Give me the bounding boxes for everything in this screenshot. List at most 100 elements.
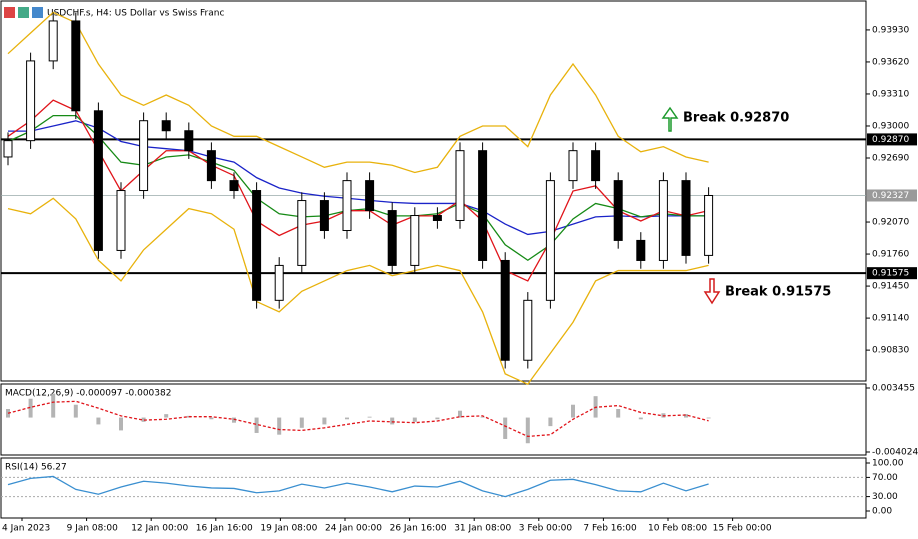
y-tick-label: 0.92070 bbox=[872, 218, 909, 228]
candle-body bbox=[523, 299, 533, 361]
candle-body bbox=[478, 150, 488, 261]
candle-body bbox=[365, 180, 375, 212]
candle-body bbox=[636, 239, 646, 261]
macd-bar bbox=[209, 417, 214, 420]
candle-body bbox=[252, 190, 262, 301]
y-tick-label: 0.93620 bbox=[872, 57, 909, 67]
x-tick-label: 31 Jan 08:00 bbox=[454, 524, 511, 534]
up-arrow bbox=[661, 106, 679, 132]
macd-bar bbox=[616, 409, 621, 418]
price-label-bg bbox=[867, 189, 917, 202]
candle-body bbox=[500, 259, 510, 361]
y-tick-label: 30.00 bbox=[872, 492, 898, 502]
x-tick-label: 15 Feb 00:00 bbox=[713, 524, 772, 534]
y-tick-label: 0.93930 bbox=[872, 25, 909, 35]
candle-body bbox=[387, 210, 397, 266]
candle-body bbox=[48, 20, 58, 62]
macd-bar bbox=[367, 416, 372, 418]
candle-body bbox=[545, 180, 555, 301]
rsi-title: RSI(14) 56.27 bbox=[5, 463, 67, 473]
candle-body bbox=[681, 180, 691, 256]
indicator-line bbox=[7, 197, 709, 386]
candle-body bbox=[591, 150, 601, 182]
macd-bar bbox=[96, 417, 101, 425]
candle-body bbox=[71, 20, 81, 112]
macd-pane bbox=[0, 383, 867, 456]
x-tick-label: 12 Jan 00:00 bbox=[131, 524, 188, 534]
y-tick-label: 0.003455 bbox=[872, 384, 915, 394]
macd-bar bbox=[119, 417, 123, 431]
x-tick-label: 26 Jan 16:00 bbox=[390, 524, 447, 534]
icon[interactable] bbox=[32, 7, 43, 18]
macd-bar bbox=[525, 417, 530, 444]
macd-bar bbox=[277, 417, 282, 435]
y-tick-label: 0.93000 bbox=[872, 121, 909, 131]
macd-bar bbox=[322, 417, 327, 425]
level-label: 0.92870 bbox=[872, 135, 909, 145]
toolbar-icons[interactable] bbox=[4, 7, 43, 18]
macd-bar bbox=[73, 404, 78, 418]
candle-body bbox=[184, 130, 194, 152]
x-tick-label: 24 Jan 00:00 bbox=[325, 524, 382, 534]
indicator-line bbox=[7, 99, 709, 282]
macd-bar bbox=[390, 417, 395, 425]
macd-bar bbox=[706, 417, 711, 419]
macd-bar bbox=[412, 417, 417, 422]
macd-bar bbox=[458, 410, 462, 418]
candle-body bbox=[658, 180, 668, 261]
x-tick-label: 10 Feb 08:00 bbox=[648, 524, 707, 534]
macd-bar bbox=[232, 417, 236, 423]
candle-body bbox=[613, 180, 623, 241]
macd-bar bbox=[51, 393, 56, 418]
annotation: Break 0.91575 bbox=[725, 285, 831, 300]
macd-bar bbox=[435, 417, 440, 420]
y-tick-label: 0.91140 bbox=[872, 314, 909, 324]
macd-bar bbox=[28, 398, 33, 418]
candle-body bbox=[568, 150, 578, 182]
candle-body bbox=[274, 264, 284, 301]
y-tick-label: 0.93310 bbox=[872, 89, 909, 99]
macd-bar bbox=[254, 417, 259, 433]
x-tick-label: 3 Feb 00:00 bbox=[519, 524, 573, 534]
x-tick-label: 7 Feb 16:00 bbox=[583, 524, 637, 534]
candle-body bbox=[319, 200, 329, 232]
y-tick-label: 70.00 bbox=[872, 473, 898, 483]
macd-bar bbox=[141, 417, 146, 422]
candle-body bbox=[432, 215, 442, 221]
x-tick-label: 9 Jan 08:00 bbox=[67, 524, 119, 534]
macd-bar bbox=[571, 404, 575, 418]
candle-body bbox=[3, 140, 13, 158]
level-label-bg bbox=[867, 267, 917, 280]
indicator-line bbox=[7, 115, 709, 262]
candle-body bbox=[26, 60, 36, 142]
candle-body bbox=[139, 120, 149, 192]
macd-bar bbox=[480, 416, 485, 418]
candle-body bbox=[161, 120, 171, 132]
y-tick-label: 0.91450 bbox=[872, 282, 909, 292]
candle-body bbox=[410, 215, 420, 266]
candle-body bbox=[297, 200, 307, 266]
candle-body bbox=[229, 180, 239, 192]
y-tick-label: 0.90830 bbox=[872, 346, 909, 356]
macd-bar bbox=[164, 414, 169, 418]
candle-body bbox=[206, 150, 216, 182]
price-label: 0.92327 bbox=[872, 191, 909, 201]
indicator-line bbox=[7, 11, 709, 174]
down-arrow bbox=[703, 278, 721, 305]
macd-bar bbox=[345, 417, 349, 420]
y-tick-label: -0.004024 bbox=[872, 448, 918, 458]
rsi-pane bbox=[0, 457, 867, 519]
y-tick-label: 0.92690 bbox=[872, 153, 909, 163]
level-label-bg bbox=[867, 133, 917, 146]
y-tick-label: 0.00 bbox=[872, 507, 892, 517]
icon[interactable] bbox=[4, 7, 15, 18]
icon[interactable] bbox=[18, 7, 29, 18]
candle-body bbox=[455, 150, 465, 221]
y-tick-label: 100.00 bbox=[872, 459, 904, 469]
candle-body bbox=[93, 110, 103, 251]
macd-bar bbox=[638, 417, 643, 420]
annotation: Break 0.92870 bbox=[683, 111, 789, 126]
